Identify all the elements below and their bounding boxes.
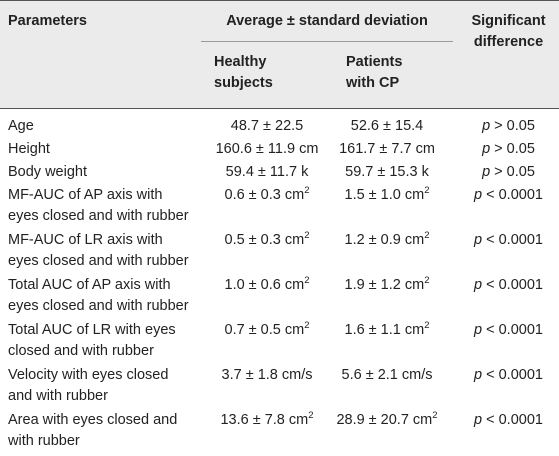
p-value: p < 0.0001 [474, 187, 543, 203]
patients-value: 1.2 ± 0.9 cm2 [344, 230, 430, 248]
table-row: Velocity with eyes closed and with rubber… [0, 365, 559, 409]
p-value: p < 0.0001 [474, 412, 543, 428]
healthy-value: 1.0 ± 0.6 cm2 [224, 275, 310, 293]
header-average-sd: Average ± standard deviation [226, 13, 428, 29]
patients-value-superscript: 2 [424, 185, 430, 196]
p-value: p < 0.0001 [474, 277, 543, 293]
table-row: Total AUC of AP axis with eyes closed and… [0, 275, 559, 319]
patients-value-superscript: 2 [424, 230, 430, 241]
parameter-label: Total AUC of LR with eyes [8, 322, 176, 338]
table-row: Body weight 59.4 ± 11.7 k 59.7 ± 15.3 k p >… [0, 162, 559, 206]
header-healthy-line1: Healthy [214, 54, 267, 70]
p-value: p > 0.05 [482, 164, 535, 180]
patients-value-superscript: 2 [432, 410, 438, 421]
parameter-label: Velocity with eyes closed [8, 367, 169, 383]
header-significance-line2: difference [473, 34, 544, 50]
parameter-label: Height [8, 141, 50, 157]
healthy-value: 0.7 ± 0.5 cm2 [224, 320, 310, 338]
table-row: MF-AUC of AP axis with eyes closed and wi… [0, 185, 559, 229]
healthy-value: 48.7 ± 22.5 [230, 118, 304, 134]
healthy-value: 160.6 ± 11.9 cm [215, 141, 319, 157]
patients-value: 161.7 ± 7.7 cm [339, 141, 435, 157]
parameter-label: Total AUC of AP axis with [8, 277, 171, 293]
table-row: Age 48.7 ± 22.5 52.6 ± 15.4 p > 0.05 [0, 116, 559, 160]
patients-value: 28.9 ± 20.7 cm2 [336, 410, 438, 428]
parameter-label: eyes closed and with rubber [8, 298, 189, 314]
p-value: p < 0.0001 [474, 322, 543, 338]
healthy-value: 0.5 ± 0.3 cm2 [224, 230, 310, 248]
p-value: p > 0.05 [482, 141, 535, 157]
header-significance-line1: Significant [471, 13, 546, 29]
parameter-label: with rubber [8, 433, 80, 449]
parameter-label: MF-AUC of LR axis with [8, 232, 163, 248]
header-parameters: Parameters [8, 13, 87, 29]
healthy-value: 3.7 ± 1.8 cm/s [221, 367, 313, 383]
patients-value: 1.9 ± 1.2 cm2 [344, 275, 430, 293]
patients-value: 52.6 ± 15.4 [350, 118, 424, 134]
table-row: Height 160.6 ± 11.9 cm 161.7 ± 7.7 cm p > 0… [0, 139, 559, 183]
healthy-value-superscript: 2 [304, 230, 310, 241]
parameter-label: Body weight [8, 164, 87, 180]
patients-value-superscript: 2 [424, 320, 430, 331]
table-row: Area with eyes closed and with rubber 13.6… [0, 410, 559, 454]
healthy-value: 0.6 ± 0.3 cm2 [224, 185, 310, 203]
header-patients-line1: Patients [346, 54, 403, 70]
patients-value: 1.6 ± 1.1 cm2 [344, 320, 430, 338]
healthy-value-superscript: 2 [304, 275, 310, 286]
table-header-background [0, 0, 559, 108]
table-row: MF-AUC of LR axis with eyes closed and wi… [0, 230, 559, 274]
header-patients-line2: with CP [346, 75, 400, 91]
parameter-label: Area with eyes closed and [8, 412, 178, 428]
healthy-value-superscript: 2 [308, 410, 314, 421]
group-header-rule [201, 41, 453, 42]
patients-value: 1.5 ± 1.0 cm2 [344, 185, 430, 203]
top-rule [0, 0, 559, 1]
header-bottom-rule [0, 108, 559, 109]
parameter-label: MF-AUC of AP axis with [8, 187, 163, 203]
healthy-value-superscript: 2 [304, 320, 310, 331]
healthy-value: 13.6 ± 7.8 cm2 [220, 410, 314, 428]
parameter-label: and with rubber [8, 388, 108, 404]
patients-value: 59.7 ± 15.3 k [345, 164, 429, 180]
parameter-label: Age [8, 118, 34, 134]
patients-value-superscript: 2 [424, 275, 430, 286]
parameter-label: eyes closed and with rubber [8, 253, 189, 269]
p-value: p < 0.0001 [474, 367, 543, 383]
header-healthy-line2: subjects [214, 75, 273, 91]
parameter-label: eyes closed and with rubber [8, 208, 189, 224]
patients-value: 5.6 ± 2.1 cm/s [341, 367, 433, 383]
healthy-value-superscript: 2 [304, 185, 310, 196]
healthy-value: 59.4 ± 11.7 k [225, 164, 309, 180]
parameter-label: closed and with rubber [8, 343, 154, 359]
p-value: p > 0.05 [482, 118, 535, 134]
p-value: p < 0.0001 [474, 232, 543, 248]
table-row: Total AUC of LR with eyes closed and with… [0, 320, 559, 364]
